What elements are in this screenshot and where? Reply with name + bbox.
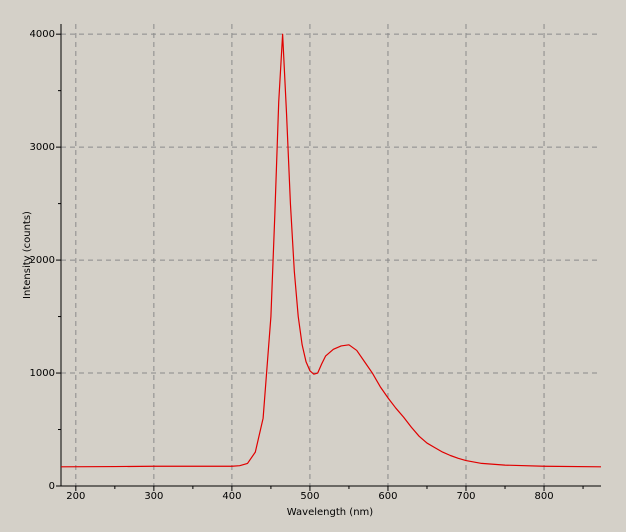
y-tick-label: 2000 — [30, 255, 55, 266]
x-axis-label: Wavelength (nm) — [287, 507, 373, 518]
x-tick-label: 500 — [300, 491, 319, 502]
y-tick-label: 4000 — [30, 29, 55, 40]
x-tick-label: 700 — [456, 491, 475, 502]
y-tick-label: 1000 — [30, 368, 55, 379]
x-tick-label: 400 — [222, 491, 241, 502]
x-tick-label: 600 — [378, 491, 397, 502]
x-tick-label: 300 — [144, 491, 163, 502]
x-tick-label: 200 — [66, 491, 85, 502]
spectrum-line — [60, 33, 602, 468]
y-tick-label: 0 — [49, 481, 55, 492]
y-tick-label: 3000 — [30, 142, 55, 153]
y-axis-label: Intensity (counts) — [22, 211, 33, 299]
x-tick-label: 800 — [534, 491, 553, 502]
